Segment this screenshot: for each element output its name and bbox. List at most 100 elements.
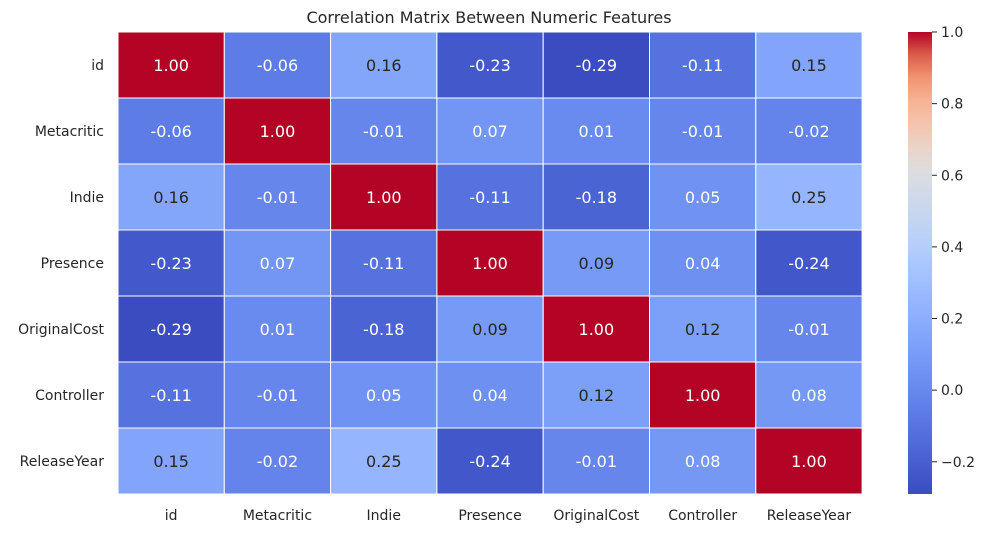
cell-value-label-r0-c5: -0.11 (682, 56, 723, 75)
heatmap-cell-r6-c0 (117, 427, 225, 495)
cell-value-label-r6-c0: 0.15 (153, 452, 189, 471)
heatmap-cell-r5-c2 (330, 361, 438, 429)
heatmap-cell-r0-c3 (436, 31, 544, 99)
heatmap-cell-r1-c2 (330, 97, 438, 165)
cell-value-label-r1-c5: -0.01 (682, 122, 723, 141)
heatmap-cell-r0-c0 (117, 31, 225, 99)
cell-value-label-r1-c3: 0.07 (472, 122, 508, 141)
cell-value-label-r1-c2: -0.01 (363, 122, 404, 141)
heatmap-cell-r0-c5 (649, 31, 757, 99)
cell-value-label-r0-c0: 1.00 (153, 56, 189, 75)
colorbar-tick-label-1: 0.0 (941, 383, 963, 399)
cell-value-label-r3-c6: -0.24 (788, 254, 829, 273)
cell-value-label-r5-c3: 0.04 (472, 386, 508, 405)
heatmap-cell-r5-c3 (436, 361, 544, 429)
row-label-1: Metacritic (35, 124, 104, 140)
cell-value-label-r5-c2: 0.05 (366, 386, 402, 405)
heatmap-cell-r3-c0 (117, 229, 225, 297)
cell-value-label-r1-c4: 0.01 (579, 122, 615, 141)
column-label-1: Metacritic (243, 508, 312, 524)
heatmap-cell-r6-c5 (649, 427, 757, 495)
cell-value-label-r4-c2: -0.18 (363, 320, 404, 339)
cell-value-label-r0-c1: -0.06 (257, 56, 298, 75)
heatmap-cell-r5-c4 (542, 361, 651, 429)
cell-value-label-r3-c1: 0.07 (260, 254, 296, 273)
colorbar-gradient (908, 32, 932, 494)
cell-value-label-r1-c6: -0.02 (788, 122, 829, 141)
cell-value-label-r2-c6: 0.25 (791, 188, 827, 207)
heatmap-cell-r0-c2 (330, 31, 438, 99)
heatmap-cell-r0-c1 (223, 31, 332, 99)
row-label-5: Controller (35, 388, 104, 404)
heatmap-cell-r2-c5 (649, 163, 757, 231)
cell-value-label-r0-c3: -0.23 (469, 56, 510, 75)
row-label-2: Indie (70, 190, 104, 206)
heatmap-cell-r5-c1 (223, 361, 332, 429)
colorbar-tick-label-0: −0.2 (941, 455, 975, 471)
column-label-6: ReleaseYear (767, 508, 852, 524)
heatmap-cell-r1-c4 (542, 97, 651, 165)
column-label-2: Indie (367, 508, 401, 524)
cell-value-label-r3-c4: 0.09 (579, 254, 615, 273)
column-label-3: Presence (458, 508, 521, 524)
cell-value-label-r2-c4: -0.18 (576, 188, 617, 207)
heatmap-cell-r2-c6 (755, 163, 863, 231)
row-label-0: id (91, 58, 104, 74)
colorbar-tick-label-2: 0.2 (941, 312, 963, 328)
heatmap-annotations: 1.00 -0.06 0.16 -0.23 -0.29 -0.11 0.15 -0.06 1.0… (150, 56, 829, 471)
heatmap-cell-r1-c6 (755, 97, 863, 165)
cell-value-label-r2-c0: 0.16 (153, 188, 189, 207)
cell-value-label-r3-c3: 1.00 (472, 254, 508, 273)
heatmap-cell-r4-c0 (117, 295, 225, 363)
heatmap-cell-r3-c5 (649, 229, 757, 297)
column-tick-labels: id Metacritic Indie Presence OriginalCost Con… (165, 508, 852, 524)
heatmap-cell-r5-c0 (117, 361, 225, 429)
cell-value-label-r4-c3: 0.09 (472, 320, 508, 339)
cell-value-label-r3-c5: 0.04 (685, 254, 721, 273)
cell-value-label-r2-c3: -0.11 (469, 188, 510, 207)
cell-value-label-r6-c4: -0.01 (576, 452, 617, 471)
cell-value-label-r4-c4: 1.00 (579, 320, 615, 339)
row-label-4: OriginalCost (18, 322, 104, 338)
cell-value-label-r4-c6: -0.01 (788, 320, 829, 339)
heatmap-cell-r5-c6 (755, 361, 863, 429)
heatmap-cell-r6-c6 (755, 427, 863, 495)
cell-value-label-r5-c0: -0.11 (150, 386, 191, 405)
heatmap-cell-r1-c0 (117, 97, 225, 165)
heatmap-cell-r4-c2 (330, 295, 438, 363)
heatmap-cell-r3-c3 (436, 229, 544, 297)
cell-value-label-r5-c6: 0.08 (791, 386, 827, 405)
column-label-5: Controller (668, 508, 737, 524)
cell-value-label-r2-c1: -0.01 (257, 188, 298, 207)
cell-value-label-r0-c6: 0.15 (791, 56, 827, 75)
cell-value-label-r2-c2: 1.00 (366, 188, 402, 207)
cell-value-label-r5-c1: -0.01 (257, 386, 298, 405)
cell-value-label-r6-c1: -0.02 (257, 452, 298, 471)
cell-value-label-r1-c1: 1.00 (260, 122, 296, 141)
cell-value-label-r5-c4: 0.12 (579, 386, 615, 405)
heatmap-cell-r2-c2 (330, 163, 438, 231)
colorbar-tick-label-3: 0.4 (941, 240, 963, 256)
cell-value-label-r4-c1: 0.01 (260, 320, 296, 339)
colorbar-tick-label-4: 0.6 (941, 168, 963, 184)
cell-value-label-r5-c5: 1.00 (685, 386, 721, 405)
heatmap-cell-r2-c3 (436, 163, 544, 231)
column-label-0: id (165, 508, 178, 524)
heatmap-cell-r6-c4 (542, 427, 651, 495)
cell-value-label-r4-c0: -0.29 (150, 320, 191, 339)
cell-value-label-r6-c6: 1.00 (791, 452, 827, 471)
cell-value-label-r1-c0: -0.06 (150, 122, 191, 141)
colorbar-tick-label-5: 0.8 (941, 97, 963, 113)
heatmap-cell-r0-c4 (542, 31, 651, 99)
chart-title: Correlation Matrix Between Numeric Featu… (306, 8, 671, 27)
heatmap-cell-r4-c6 (755, 295, 863, 363)
heatmap-cell-r2-c1 (223, 163, 332, 231)
row-label-3: Presence (41, 256, 104, 272)
colorbar: −0.2 0.0 0.2 0.4 0.6 0.8 1.0 (908, 25, 975, 494)
cell-value-label-r3-c0: -0.23 (150, 254, 191, 273)
heatmap-cell-r6-c2 (330, 427, 438, 495)
cell-value-label-r6-c2: 0.25 (366, 452, 402, 471)
cell-value-label-r2-c5: 0.05 (685, 188, 721, 207)
